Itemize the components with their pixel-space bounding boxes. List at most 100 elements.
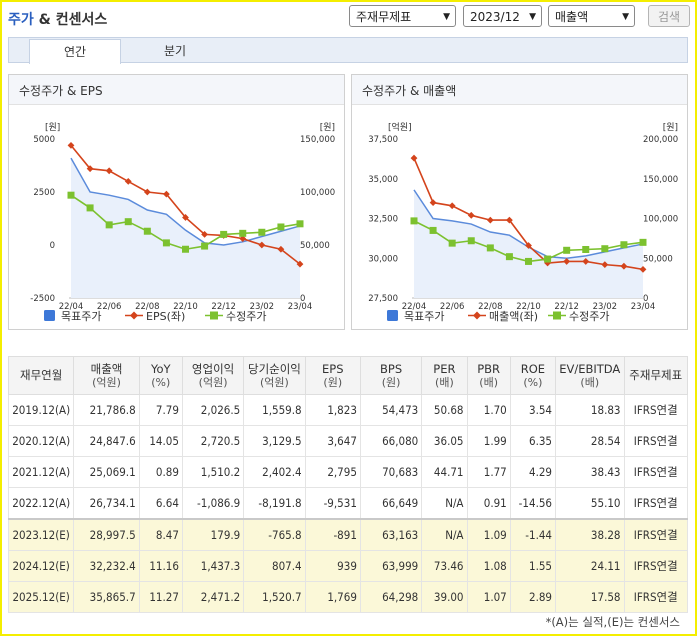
tab-quarterly[interactable]: 분기	[163, 44, 187, 58]
data-point-diamond	[182, 214, 189, 221]
table-cell: 44.71	[421, 456, 468, 488]
table-cell: -1,086.9	[181, 487, 245, 520]
metric-select[interactable]: 매출액 ▼	[548, 5, 635, 27]
period-select-value: 2023/12	[470, 10, 520, 24]
table-cell: 11.27	[138, 581, 183, 613]
table-cell: 11.16	[138, 550, 183, 582]
data-point-square	[601, 245, 609, 253]
legend-swatch-target-price	[387, 310, 398, 321]
data-point-square	[296, 220, 304, 228]
data-point-square	[182, 245, 189, 253]
data-point-square	[124, 218, 132, 226]
table-cell: 18.83	[555, 394, 625, 426]
table-cell: 38.43	[555, 456, 625, 488]
table-cell: -8,191.8	[243, 487, 306, 520]
column-header: 재무연월	[7, 356, 75, 395]
period-select[interactable]: 2023/12 ▼	[463, 5, 542, 27]
legend-label: 목표주가	[404, 310, 444, 323]
table-cell: 6.35	[509, 425, 557, 457]
table-cell: 3.54	[509, 394, 557, 426]
series-target-price	[70, 157, 301, 298]
table-cell: 28.54	[555, 425, 625, 457]
left-tick-label: 32,500	[368, 215, 398, 225]
column-header-label: 매출액	[90, 361, 123, 376]
data-point-diamond	[410, 154, 418, 162]
legend-swatch-square	[553, 311, 561, 320]
data-point-square	[639, 238, 647, 246]
legend-swatch-diamond	[130, 311, 138, 320]
right-tick-label: 100,000	[643, 215, 678, 225]
data-point-diamond	[143, 188, 151, 196]
table-cell: 32,232.4	[73, 550, 140, 582]
title-consensus: & 컨센서스	[33, 12, 108, 28]
column-header: 매출액 (억원)	[73, 356, 140, 395]
right-tick-label: 150,000	[300, 135, 335, 145]
metric-select-value: 매출액	[555, 10, 589, 24]
tab-annual[interactable]: 연간	[29, 39, 121, 64]
table-cell: N/A	[421, 487, 468, 520]
data-point-diamond	[67, 141, 75, 149]
table-cell: -891	[304, 518, 361, 551]
table-cell: 64,298	[359, 581, 423, 613]
data-point-diamond	[563, 258, 571, 265]
column-header-unit: (억원)	[198, 375, 228, 389]
column-header-unit: (배)	[435, 375, 454, 389]
data-point-diamond	[582, 258, 590, 265]
legend-swatch-target-price	[44, 310, 55, 321]
table-cell: 14.05	[138, 425, 183, 457]
gaap-select[interactable]: 주재무제표 ▼	[349, 5, 456, 27]
table-cell: 54,473	[359, 394, 423, 426]
table-cell: 2,720.5	[181, 425, 245, 457]
column-header-label: EPS	[322, 361, 344, 376]
left-tick-label: 5000	[33, 135, 55, 145]
right-tick-label: 0	[643, 294, 648, 304]
column-header-label: 당기순이익	[247, 361, 301, 376]
data-point-diamond	[258, 241, 266, 249]
eps-chart-panel: 수정주가 & EPS [원] [원] 5000 2500 0 -2500 150,000 10…	[8, 74, 345, 330]
left-tick-label: -2500	[30, 294, 55, 304]
left-tick-label: 30,000	[368, 254, 398, 264]
data-point-square	[620, 241, 628, 249]
search-button[interactable]: 검색	[648, 5, 690, 27]
table-row: 2019.12(A) 21,786.8 7.79 2,026.5 1,559.8 1,82…	[7, 394, 689, 426]
column-header: ROE (%)	[509, 356, 557, 395]
table-cell: 2024.12(E)	[7, 550, 75, 582]
data-point-square	[467, 237, 475, 245]
right-tick-label: 200,000	[643, 135, 678, 145]
title-stock: 주가	[8, 12, 34, 28]
table-cell: 807.4	[243, 550, 306, 582]
legend-swatch-square	[210, 311, 218, 320]
legend-label: 목표주가	[61, 310, 101, 323]
column-header: BPS (원)	[359, 356, 423, 395]
table-cell: 66,080	[359, 425, 423, 457]
table-cell: 8.47	[138, 518, 183, 551]
series-adjusted-price	[67, 191, 304, 253]
legend: 목표주가 EPS(좌) 수정주가	[44, 310, 266, 323]
column-header-unit: (배)	[479, 375, 498, 389]
right-tick-label: 0	[300, 294, 305, 304]
legend-swatch-diamond	[473, 311, 481, 320]
table-cell: 1.77	[466, 456, 511, 488]
table-cell: 25,069.1	[73, 456, 140, 488]
x-tick-label: 23/04	[288, 302, 313, 312]
column-header-unit: (억원)	[260, 375, 289, 389]
table-cell: IFRS연결	[623, 487, 689, 520]
data-point-square	[105, 221, 113, 229]
header: 주가 & 컨센서스 주재무제표 ▼ 2023/12 ▼ 매출액 ▼ 검색	[8, 5, 692, 31]
table-cell: 63,163	[359, 518, 423, 551]
data-point-square	[143, 227, 151, 235]
table-cell: 7.79	[138, 394, 183, 426]
table-cell: 2.89	[509, 581, 557, 613]
table-cell: 939	[304, 550, 361, 582]
column-header-label: 재무연월	[19, 368, 63, 382]
data-point-diamond	[296, 260, 304, 268]
revenue-chart-panel: 수정주가 & 매출액 [억원] [원] 37,500 35,000 32,500 30,0…	[351, 74, 688, 330]
series-left-metric	[67, 141, 304, 268]
table-cell: 21,786.8	[73, 394, 140, 426]
x-tick-label: 23/04	[631, 302, 656, 312]
legend-label: 수정주가	[226, 310, 266, 323]
eps-chart-title: 수정주가 & EPS	[9, 75, 344, 105]
target-price-line	[70, 157, 301, 246]
data-point-square	[544, 255, 552, 263]
